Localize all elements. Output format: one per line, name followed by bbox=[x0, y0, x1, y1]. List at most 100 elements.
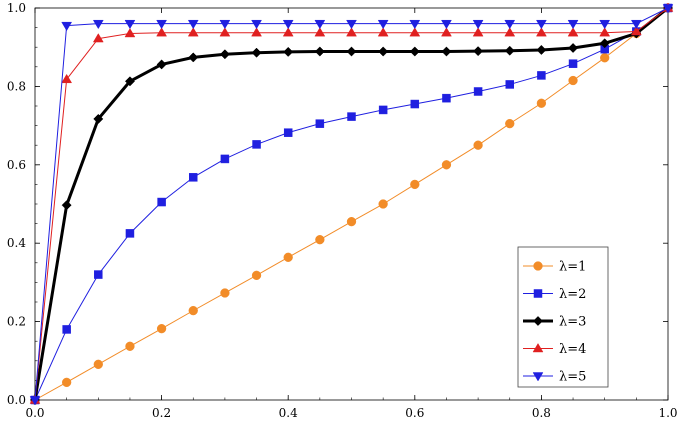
data-point bbox=[124, 28, 136, 38]
data-point bbox=[504, 27, 516, 37]
data-point bbox=[378, 105, 388, 115]
data-point bbox=[125, 229, 135, 238]
x-tick-label: 0.2 bbox=[152, 406, 171, 420]
data-point bbox=[93, 113, 104, 124]
data-point bbox=[536, 44, 547, 55]
data-point bbox=[568, 59, 578, 68]
data-point bbox=[630, 26, 642, 36]
data-point bbox=[536, 19, 547, 30]
data-point bbox=[220, 288, 230, 298]
data-point bbox=[61, 73, 73, 84]
series-3 bbox=[30, 3, 673, 405]
data-point bbox=[124, 76, 135, 87]
data-point bbox=[473, 46, 484, 57]
data-point bbox=[124, 19, 136, 30]
legend-marker bbox=[532, 372, 544, 382]
data-point bbox=[567, 19, 579, 30]
x-tick-label: 0.0 bbox=[25, 406, 44, 420]
data-point bbox=[536, 98, 547, 108]
y-tick-label: 0.2 bbox=[7, 315, 26, 329]
data-point bbox=[505, 118, 515, 129]
data-point bbox=[188, 305, 198, 316]
legend-label: λ=3 bbox=[559, 315, 586, 330]
data-point bbox=[504, 45, 515, 56]
data-point bbox=[62, 325, 71, 334]
data-point bbox=[219, 27, 231, 37]
data-point bbox=[599, 27, 611, 37]
data-point bbox=[473, 87, 483, 96]
data-point bbox=[92, 19, 104, 30]
data-point bbox=[314, 19, 326, 30]
legend-label: λ=2 bbox=[559, 287, 586, 302]
data-point bbox=[410, 179, 420, 190]
data-point bbox=[441, 46, 452, 57]
data-point bbox=[156, 19, 167, 30]
data-point bbox=[125, 341, 135, 351]
data-point bbox=[156, 59, 167, 70]
data-point bbox=[473, 140, 483, 150]
data-point bbox=[536, 27, 547, 37]
y-tick-label: 0.6 bbox=[7, 158, 26, 172]
x-tick-label: 0.4 bbox=[279, 406, 298, 420]
x-tick-label: 1.0 bbox=[658, 406, 677, 420]
legend-marker bbox=[533, 289, 543, 298]
data-point bbox=[29, 396, 41, 406]
legend-entry: λ=5 bbox=[523, 370, 586, 385]
data-point bbox=[599, 19, 611, 30]
data-point bbox=[441, 19, 452, 30]
series-group bbox=[29, 2, 674, 406]
data-point bbox=[282, 19, 294, 30]
legend-marker bbox=[533, 261, 543, 271]
legend-entry: λ=1 bbox=[523, 260, 586, 275]
data-point bbox=[62, 377, 72, 388]
data-point bbox=[188, 52, 199, 63]
series-5 bbox=[29, 4, 674, 406]
data-point bbox=[409, 46, 420, 57]
data-point bbox=[187, 27, 199, 37]
data-point bbox=[442, 93, 451, 103]
y-tick-label: 1.0 bbox=[7, 1, 26, 15]
x-axis-ticks: 0.0 0.2 0.4 0.6 0.8 1.0 bbox=[25, 8, 678, 420]
data-point bbox=[189, 173, 198, 182]
data-point bbox=[472, 27, 484, 37]
data-point bbox=[61, 200, 72, 211]
data-point bbox=[252, 140, 261, 149]
y-tick-label: 0.8 bbox=[7, 79, 26, 93]
data-point bbox=[377, 19, 389, 30]
y-tick-label: 0.0 bbox=[7, 393, 26, 407]
data-point bbox=[219, 19, 231, 30]
legend-marker bbox=[533, 316, 543, 326]
y-axis-ticks: 0.0 0.2 0.4 0.6 0.8 1.0 bbox=[7, 1, 668, 407]
data-point bbox=[346, 19, 357, 30]
data-point bbox=[315, 235, 325, 245]
data-point bbox=[187, 19, 199, 30]
data-point bbox=[662, 4, 674, 14]
data-point bbox=[537, 71, 546, 80]
legend: λ=1 λ=2 λ=3 λ=4 λ=5 bbox=[517, 246, 609, 388]
data-point bbox=[409, 27, 421, 37]
data-point bbox=[346, 27, 357, 37]
data-point bbox=[567, 27, 579, 37]
data-point bbox=[441, 27, 452, 37]
data-point bbox=[156, 27, 167, 37]
data-point bbox=[156, 324, 167, 334]
legend-marker bbox=[532, 343, 544, 353]
legend-label: λ=1 bbox=[559, 260, 586, 275]
data-point bbox=[251, 19, 262, 30]
data-point bbox=[600, 53, 610, 63]
data-point bbox=[283, 128, 293, 137]
data-point bbox=[314, 46, 325, 57]
data-point bbox=[472, 19, 484, 30]
data-point bbox=[219, 49, 230, 60]
data-point bbox=[283, 46, 294, 57]
data-point bbox=[378, 199, 388, 209]
data-point bbox=[347, 112, 356, 121]
data-point bbox=[157, 197, 166, 207]
legend-label: λ=5 bbox=[559, 370, 586, 385]
data-point bbox=[251, 27, 262, 37]
data-point bbox=[346, 216, 357, 227]
data-point bbox=[251, 47, 262, 58]
data-point bbox=[599, 38, 610, 49]
data-point bbox=[315, 119, 325, 128]
